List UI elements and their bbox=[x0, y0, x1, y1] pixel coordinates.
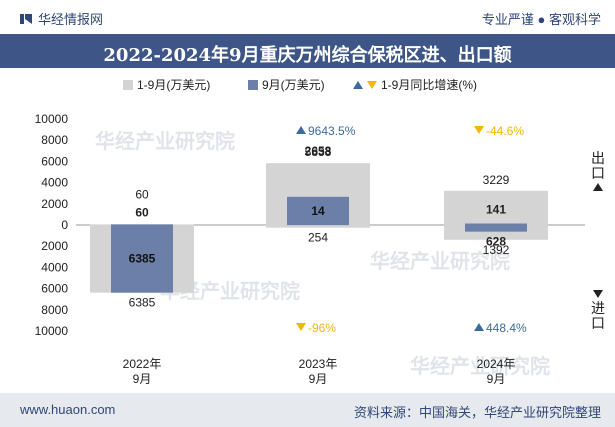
legend-label-growth: 1-9月同比增速(%) bbox=[381, 78, 477, 92]
side-label-import-char1: 进 bbox=[591, 300, 605, 316]
growth-label: 9643.5% bbox=[308, 124, 356, 138]
title-bar: 2022-2024年9月重庆万州综合保税区进、出口额 bbox=[0, 34, 615, 68]
legend-up-icon bbox=[353, 81, 363, 89]
monthly-import-label: 628 bbox=[486, 235, 506, 249]
cumulative-import-label: 6385 bbox=[129, 296, 156, 310]
growth-label: -96% bbox=[308, 321, 336, 335]
y-tick-label: 4000 bbox=[41, 260, 68, 274]
x-tick-label: 9月 bbox=[133, 372, 152, 386]
legend-label-monthly: 9月(万美元) bbox=[262, 78, 325, 92]
cumulative-export-label: 60 bbox=[135, 187, 149, 201]
monthly-bar bbox=[111, 224, 173, 293]
side-label-import-char2: 口 bbox=[591, 315, 605, 331]
side-label-export-char2: 口 bbox=[591, 165, 605, 181]
y-tick-label: 2000 bbox=[41, 197, 68, 211]
monthly-export-label: 2658 bbox=[305, 144, 332, 158]
footer-site: www.huaon.com bbox=[20, 402, 116, 417]
labels: 60 6385 6385 60 5833 254 14 2658 3229 1392 141 628 bbox=[129, 144, 510, 310]
x-tick-label: 2024年 bbox=[477, 357, 516, 371]
growth-up-icon bbox=[296, 126, 306, 134]
watermark-text-4: 华经产业研究院 bbox=[410, 354, 550, 378]
growth-label: -44.6% bbox=[486, 124, 524, 138]
monthly-import-label: 6385 bbox=[129, 252, 156, 266]
monthly-bar bbox=[287, 196, 349, 226]
side-label-import: 进 口 bbox=[591, 290, 605, 331]
brand: 华经情报网 bbox=[20, 9, 103, 28]
cumulative-export-label: 5833 bbox=[305, 145, 332, 159]
side-label-export: 出 口 bbox=[591, 150, 605, 191]
cumulative-import-label: 254 bbox=[308, 231, 328, 245]
y-axis: 10000 8000 6000 4000 2000 0 2000 4000 6000 8000 10… bbox=[35, 112, 69, 338]
tagline: 专业严谨 ● 客观科学 bbox=[481, 12, 601, 27]
top-bar: 华经情报网 专业严谨 ● 客观科学 bbox=[0, 0, 615, 34]
y-tick-label: 4000 bbox=[41, 176, 68, 190]
watermark-text-1: 华经产业研究院 bbox=[95, 129, 235, 153]
footer-source: 资料来源：中国海关，华经产业研究院整理 bbox=[353, 405, 601, 420]
legend: 1-9月(万美元) 9月(万美元) 1-9月同比增速(%) bbox=[123, 78, 477, 92]
y-tick-label: 10000 bbox=[35, 324, 69, 338]
brand-logo-icon bbox=[20, 14, 32, 24]
monthly-export-label: 141 bbox=[486, 203, 506, 217]
side-label-export-char1: 出 bbox=[591, 150, 605, 166]
bars bbox=[90, 163, 548, 293]
y-tick-label: 6000 bbox=[41, 282, 68, 296]
cumulative-export-label: 3229 bbox=[483, 173, 510, 187]
brand-name: 华经情报网 bbox=[38, 12, 104, 27]
monthly-export-label: 60 bbox=[135, 205, 149, 219]
x-tick-label: 9月 bbox=[309, 372, 328, 386]
y-tick-label: 0 bbox=[61, 218, 68, 232]
y-tick-label: 2000 bbox=[41, 239, 68, 253]
import-arrow-icon bbox=[593, 290, 603, 298]
legend-down-icon bbox=[367, 81, 377, 89]
y-tick-label: 6000 bbox=[41, 154, 68, 168]
monthly-bar bbox=[465, 223, 527, 232]
export-arrow-icon bbox=[593, 183, 603, 191]
growth-markers: 9643.5% -96% -44.6% 448.4% bbox=[296, 124, 527, 335]
cumulative-import-label: 1392 bbox=[483, 243, 510, 257]
monthly-import-label: 14 bbox=[311, 204, 325, 218]
x-tick-label: 2023年 bbox=[299, 357, 338, 371]
y-tick-label: 8000 bbox=[41, 133, 68, 147]
growth-label: 448.4% bbox=[486, 321, 527, 335]
growth-down-icon bbox=[296, 323, 306, 331]
chart: 华经产业研究院 华经产业研究院 华经产业研究院 华经产业研究院 1-9月(万美元… bbox=[35, 78, 605, 386]
growth-down-icon bbox=[474, 126, 484, 134]
watermark-text-2: 华经产业研究院 bbox=[370, 249, 510, 273]
y-tick-label: 10000 bbox=[35, 112, 69, 126]
legend-swatch-cumulative bbox=[123, 80, 133, 90]
legend-label-cumulative: 1-9月(万美元) bbox=[137, 78, 210, 92]
chart-title: 2022-2024年9月重庆万州综合保税区进、出口额 bbox=[103, 45, 512, 66]
legend-swatch-monthly bbox=[248, 80, 258, 90]
x-tick-label: 9月 bbox=[487, 372, 506, 386]
growth-up-icon bbox=[474, 323, 484, 331]
x-tick-label: 2022年 bbox=[123, 357, 162, 371]
y-tick-label: 8000 bbox=[41, 303, 68, 317]
footer: www.huaon.com 资料来源：中国海关，华经产业研究院整理 bbox=[0, 393, 615, 427]
watermark: 华经产业研究院 华经产业研究院 华经产业研究院 华经产业研究院 bbox=[95, 129, 550, 378]
